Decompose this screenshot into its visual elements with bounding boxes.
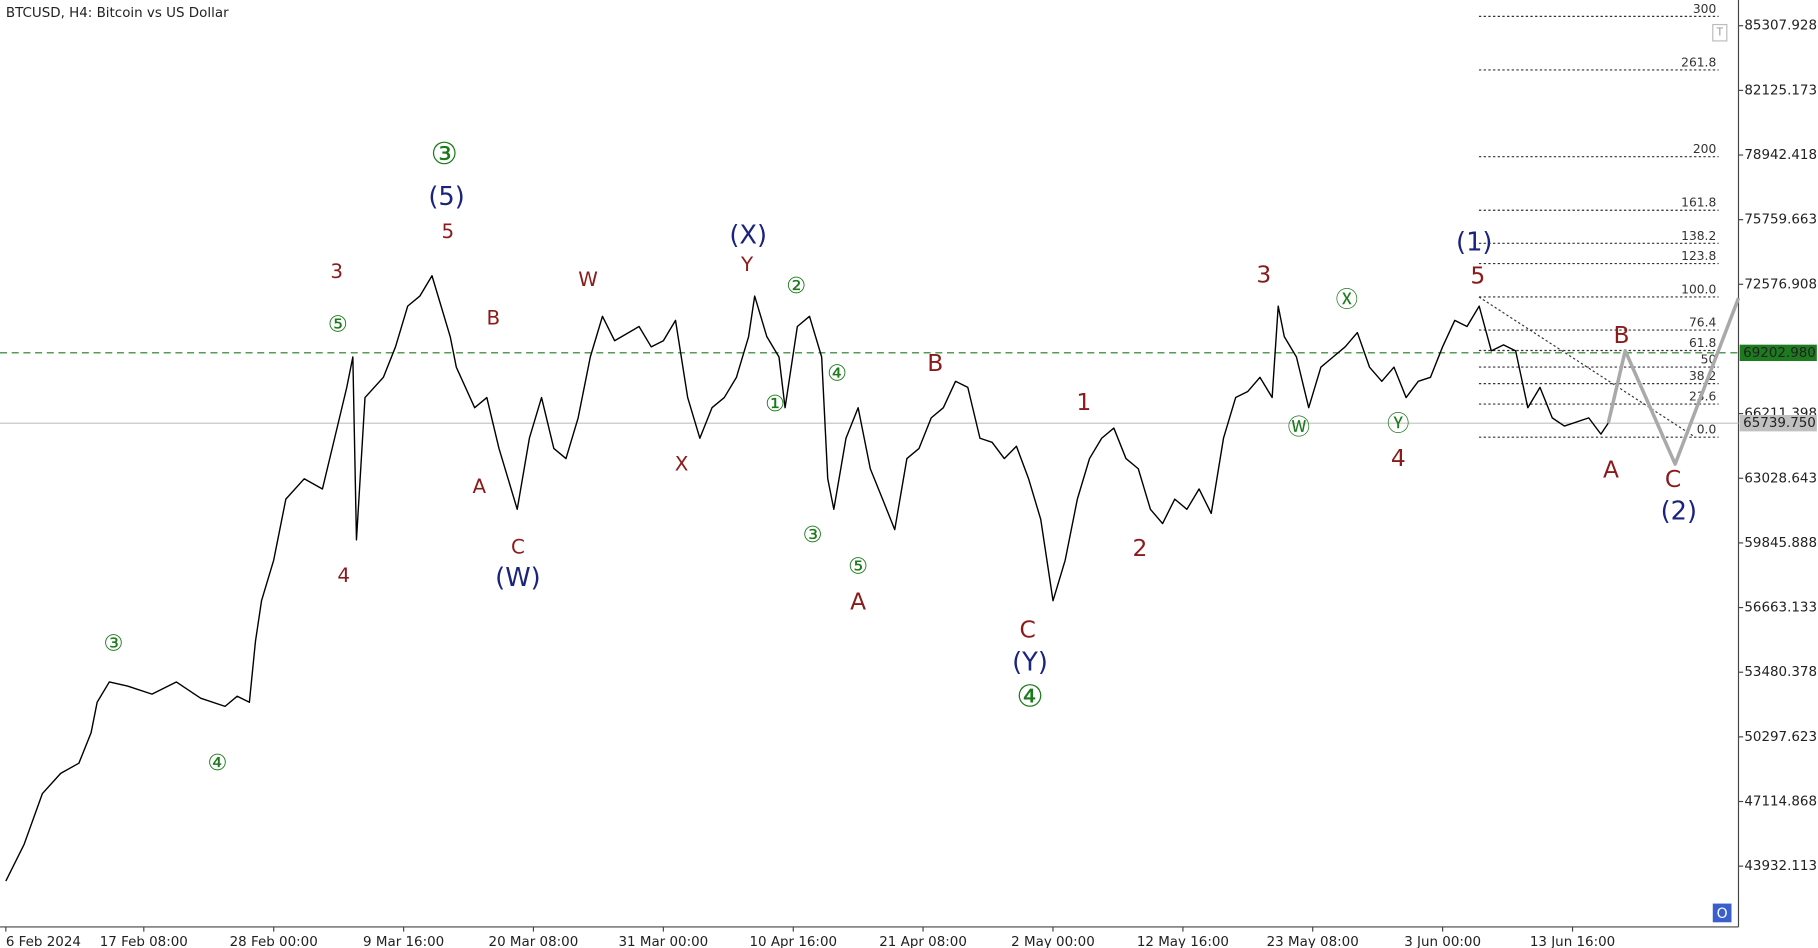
wave-label: ① [765,391,785,417]
y-tick-label: 78942.418 [1744,148,1817,163]
projection [1606,297,1741,466]
x-tick-label: 28 Feb 00:00 [230,935,318,948]
x-tick-label: 9 Mar 16:00 [363,935,444,948]
y-tick-label: 63028.643 [1744,471,1817,486]
fib-label: 61.8 [1689,336,1716,350]
wave-label: 2 [1132,534,1147,562]
oneclick-icon: O [1717,906,1728,922]
wave-label: ④ [1016,679,1043,714]
x-tick-label: 10 Apr 16:00 [749,935,837,948]
wave-label: (W) [495,563,540,593]
y-tick-label: 75759.663 [1744,213,1817,228]
trade-button[interactable] [1712,23,1728,42]
wave-label: 1 [1076,388,1091,416]
wave-label: B [1614,321,1630,349]
fib-label: 200 [1693,142,1716,156]
x-tick-label: 12 May 16:00 [1137,935,1229,948]
fib-label: 0.0 [1697,423,1717,437]
wave-label: B [927,349,943,377]
wave-label: ④ [827,361,847,387]
y-tick-label: 47114.868 [1744,795,1817,810]
oneclick-button[interactable] [1712,903,1732,923]
wave-label: 4 [337,564,350,587]
x-tick-label: 3 Jun 00:00 [1404,935,1481,948]
wave-label: ⑤ [848,553,868,579]
wave-label: C [1020,616,1036,644]
price-tag-label: 65739.750 [1743,416,1816,431]
wave-label: Ⓦ [1288,414,1310,440]
fib-label: 76.4 [1689,316,1717,330]
wave-label: 5 [441,220,454,243]
price-tag [1739,344,1817,362]
price-tag-label: 69202.980 [1743,346,1816,361]
wave-label: ③ [803,522,823,548]
fib-label: 261.8 [1681,55,1716,69]
chart-title: BTCUSD, H4: Bitcoin vs US Dollar [6,6,229,21]
wave-label: X [675,453,689,476]
fib-label: 300 [1693,2,1716,16]
fib-label: 100.0 [1681,282,1716,296]
x-tick-label: 17 Feb 08:00 [100,935,188,948]
wave-label: W [578,268,598,291]
wave-label: 5 [1470,262,1485,290]
fib-label: 138.2 [1681,229,1716,243]
x-tick-label: 23 May 08:00 [1267,935,1359,948]
wave-label: 4 [1391,444,1406,472]
price-line-series [5,275,1609,882]
fib-trend [1478,296,1696,438]
x-tick-label: 13 Jun 16:00 [1530,935,1615,948]
y-tick-label: 82125.173 [1744,83,1817,98]
trade-icon: T [1716,27,1724,39]
wave-label: 3 [1256,260,1271,288]
y-tick-label: 50297.623 [1744,730,1817,745]
wave-label: (2) [1661,496,1697,526]
y-tick-label: 43932.113 [1744,859,1817,874]
wave-label: (X) [729,221,767,251]
x-tick-label: 21 Apr 08:00 [879,935,967,948]
wave-label: A [1603,456,1619,484]
y-tick-label: 53480.378 [1744,665,1817,680]
wave-label: Y [740,253,754,276]
wave-label: ⑤ [328,311,348,337]
price-tag [1739,415,1817,432]
wave-label: C [511,536,525,559]
wave-label: ③ [431,137,458,172]
x-tick-label: 20 Mar 08:00 [489,935,579,948]
x-tick-label: 2 May 00:00 [1011,935,1095,948]
y-tick-label: 72576.908 [1744,277,1817,292]
wave-label: (5) [428,182,464,212]
wave-label: A [850,588,866,616]
wave-label: ② [786,273,806,299]
wave-label: ③ [103,631,123,657]
x-tick-label: 31 Mar 00:00 [618,935,708,948]
y-tick-label: 85307.928 [1744,19,1817,34]
y-tick-label: 56663.133 [1744,601,1817,616]
wave-label: (1) [1456,228,1492,258]
x-tick-label: 6 Feb 2024 [6,935,81,948]
wave-label: A [473,475,487,498]
wave-label: C [1665,465,1681,493]
y-tick-label: 59845.888 [1744,536,1817,551]
wave-label: ④ [208,750,228,776]
wave-label: B [487,307,501,330]
fib-label: 123.8 [1681,249,1716,263]
wave-label: Ⓧ [1336,287,1358,313]
wave-label: Ⓨ [1387,411,1409,437]
fib-label: 161.8 [1681,196,1716,210]
wave-label: 3 [330,260,343,283]
wave-label: (Y) [1012,647,1048,677]
